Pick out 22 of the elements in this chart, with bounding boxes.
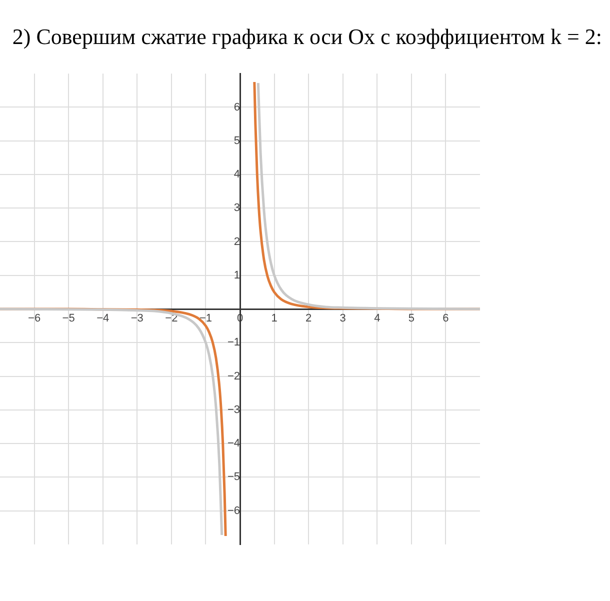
y-tick-label: 1 — [234, 269, 240, 282]
y-tick-label: −5 — [227, 471, 240, 484]
y-tick-label: 2 — [234, 236, 240, 248]
chart-title: 2) Совершим сжатие графика к оси Ox с коэффициентом k = 2: — [11, 24, 602, 50]
y-tick-label: 3 — [234, 202, 240, 214]
x-tick-label: 2 — [306, 312, 312, 325]
y-tick-label: −1 — [227, 336, 240, 349]
x-tick-label: 4 — [374, 312, 380, 325]
x-tick-label: 6 — [442, 312, 449, 325]
x-tick-label: 3 — [340, 312, 346, 325]
y-tick-label: 6 — [234, 101, 240, 114]
x-tick-label: −6 — [28, 312, 41, 325]
x-tick-label: −4 — [96, 312, 110, 325]
y-tick-label: −3 — [227, 404, 240, 416]
x-tick-label: −5 — [62, 312, 75, 325]
x-tick-label: −1 — [199, 312, 212, 325]
x-tick-label: 5 — [408, 312, 414, 325]
x-tick-label: 1 — [271, 312, 278, 325]
y-tick-label: 5 — [234, 134, 240, 147]
y-tick-label: −6 — [227, 504, 240, 517]
x-tick-label: −3 — [130, 312, 144, 325]
y-tick-label: −2 — [227, 370, 240, 382]
